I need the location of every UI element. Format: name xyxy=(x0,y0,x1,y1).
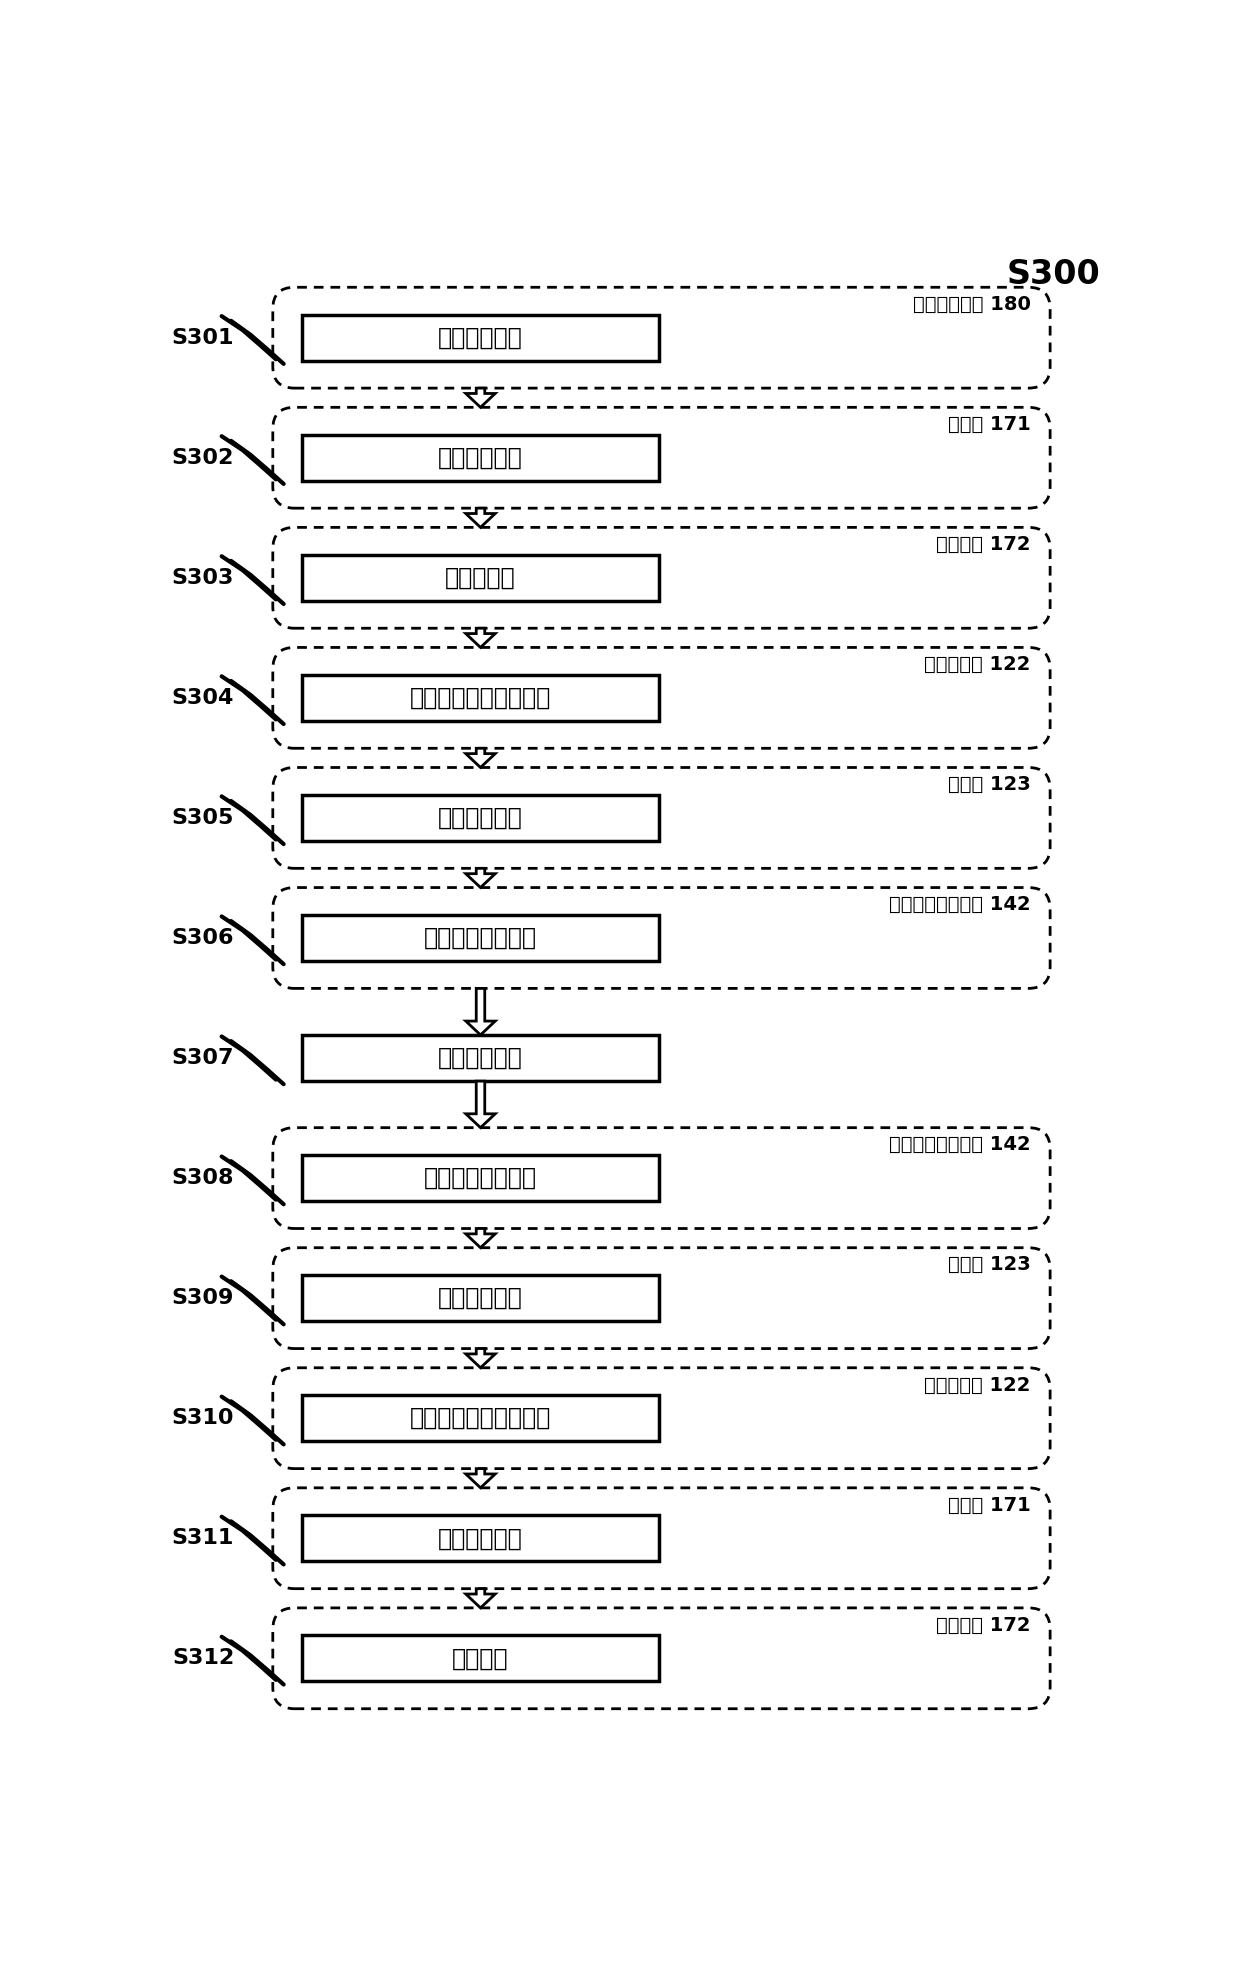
Text: 第二三通阀 122: 第二三通阀 122 xyxy=(924,655,1030,675)
Text: 加热高纯气: 加热高纯气 xyxy=(445,567,516,590)
Text: S304: S304 xyxy=(172,688,234,708)
FancyBboxPatch shape xyxy=(273,528,1050,628)
Bar xyxy=(303,1275,658,1322)
Bar xyxy=(303,1155,658,1202)
Text: S301: S301 xyxy=(172,327,234,347)
Text: 切换开关，载入高纯器: 切换开关，载入高纯器 xyxy=(410,686,551,710)
Text: S307: S307 xyxy=(172,1047,234,1069)
Text: S302: S302 xyxy=(172,447,234,469)
Bar xyxy=(303,1394,658,1441)
FancyBboxPatch shape xyxy=(273,1608,1050,1708)
Text: 流量计 171: 流量计 171 xyxy=(949,1496,1030,1514)
Text: 切换开关，载入缓冲气: 切换开关，载入缓冲气 xyxy=(410,1406,551,1430)
Text: S309: S309 xyxy=(172,1288,234,1308)
Text: S300: S300 xyxy=(1007,259,1101,292)
Polygon shape xyxy=(466,1588,495,1608)
FancyBboxPatch shape xyxy=(273,1367,1050,1469)
Text: 关闭气体流量: 关闭气体流量 xyxy=(438,1526,523,1551)
Polygon shape xyxy=(466,988,495,1035)
Text: 运行一段时间: 运行一段时间 xyxy=(438,1045,523,1071)
Text: S311: S311 xyxy=(172,1528,234,1549)
Text: 调节气体流量: 调节气体流量 xyxy=(438,1286,523,1310)
Text: 调节气体流量: 调节气体流量 xyxy=(438,445,523,471)
Text: S308: S308 xyxy=(172,1169,234,1188)
Text: 停止加热: 停止加热 xyxy=(453,1647,508,1671)
Bar xyxy=(303,1635,658,1681)
Bar xyxy=(303,675,658,722)
FancyBboxPatch shape xyxy=(273,408,1050,508)
Bar xyxy=(303,1516,658,1561)
FancyBboxPatch shape xyxy=(273,1488,1050,1588)
Text: 流量计 123: 流量计 123 xyxy=(949,775,1030,794)
Bar xyxy=(303,314,658,361)
FancyBboxPatch shape xyxy=(273,647,1050,749)
Text: 打开分子试剂开关: 打开分子试剂开关 xyxy=(424,926,537,949)
Text: S312: S312 xyxy=(172,1649,234,1669)
Bar xyxy=(303,555,658,600)
FancyBboxPatch shape xyxy=(273,1128,1050,1228)
Text: 梯度真空系统 180: 梯度真空系统 180 xyxy=(913,294,1030,314)
Bar xyxy=(303,1035,658,1081)
Text: S303: S303 xyxy=(172,569,234,588)
Text: 加热装置 172: 加热装置 172 xyxy=(936,535,1030,555)
Polygon shape xyxy=(466,869,495,888)
Bar xyxy=(303,435,658,480)
Text: 电子控制气体开关 142: 电子控制气体开关 142 xyxy=(889,1135,1030,1155)
Bar xyxy=(303,916,658,961)
Text: 流量计 123: 流量计 123 xyxy=(949,1255,1030,1275)
FancyBboxPatch shape xyxy=(273,888,1050,988)
Polygon shape xyxy=(466,749,495,767)
Polygon shape xyxy=(466,508,495,528)
Text: 关闭分子试剂开关: 关闭分子试剂开关 xyxy=(424,1167,537,1190)
Polygon shape xyxy=(466,388,495,408)
FancyBboxPatch shape xyxy=(273,286,1050,388)
Polygon shape xyxy=(466,1081,495,1128)
Polygon shape xyxy=(466,1228,495,1247)
Polygon shape xyxy=(466,1469,495,1488)
Text: 流量计 171: 流量计 171 xyxy=(949,416,1030,433)
Text: S306: S306 xyxy=(172,928,234,947)
Text: 加热装置 172: 加热装置 172 xyxy=(936,1616,1030,1635)
Polygon shape xyxy=(466,628,495,647)
Bar xyxy=(303,794,658,841)
Text: 调节气体流量: 调节气体流量 xyxy=(438,806,523,830)
Text: 停止真空系统: 停止真空系统 xyxy=(438,326,523,349)
FancyBboxPatch shape xyxy=(273,1247,1050,1349)
Text: 电子控制气体开关 142: 电子控制气体开关 142 xyxy=(889,896,1030,914)
Text: S305: S305 xyxy=(172,808,234,828)
Text: S310: S310 xyxy=(172,1408,234,1428)
FancyBboxPatch shape xyxy=(273,767,1050,869)
Polygon shape xyxy=(466,1349,495,1367)
Text: 第二三通阀 122: 第二三通阀 122 xyxy=(924,1375,1030,1394)
